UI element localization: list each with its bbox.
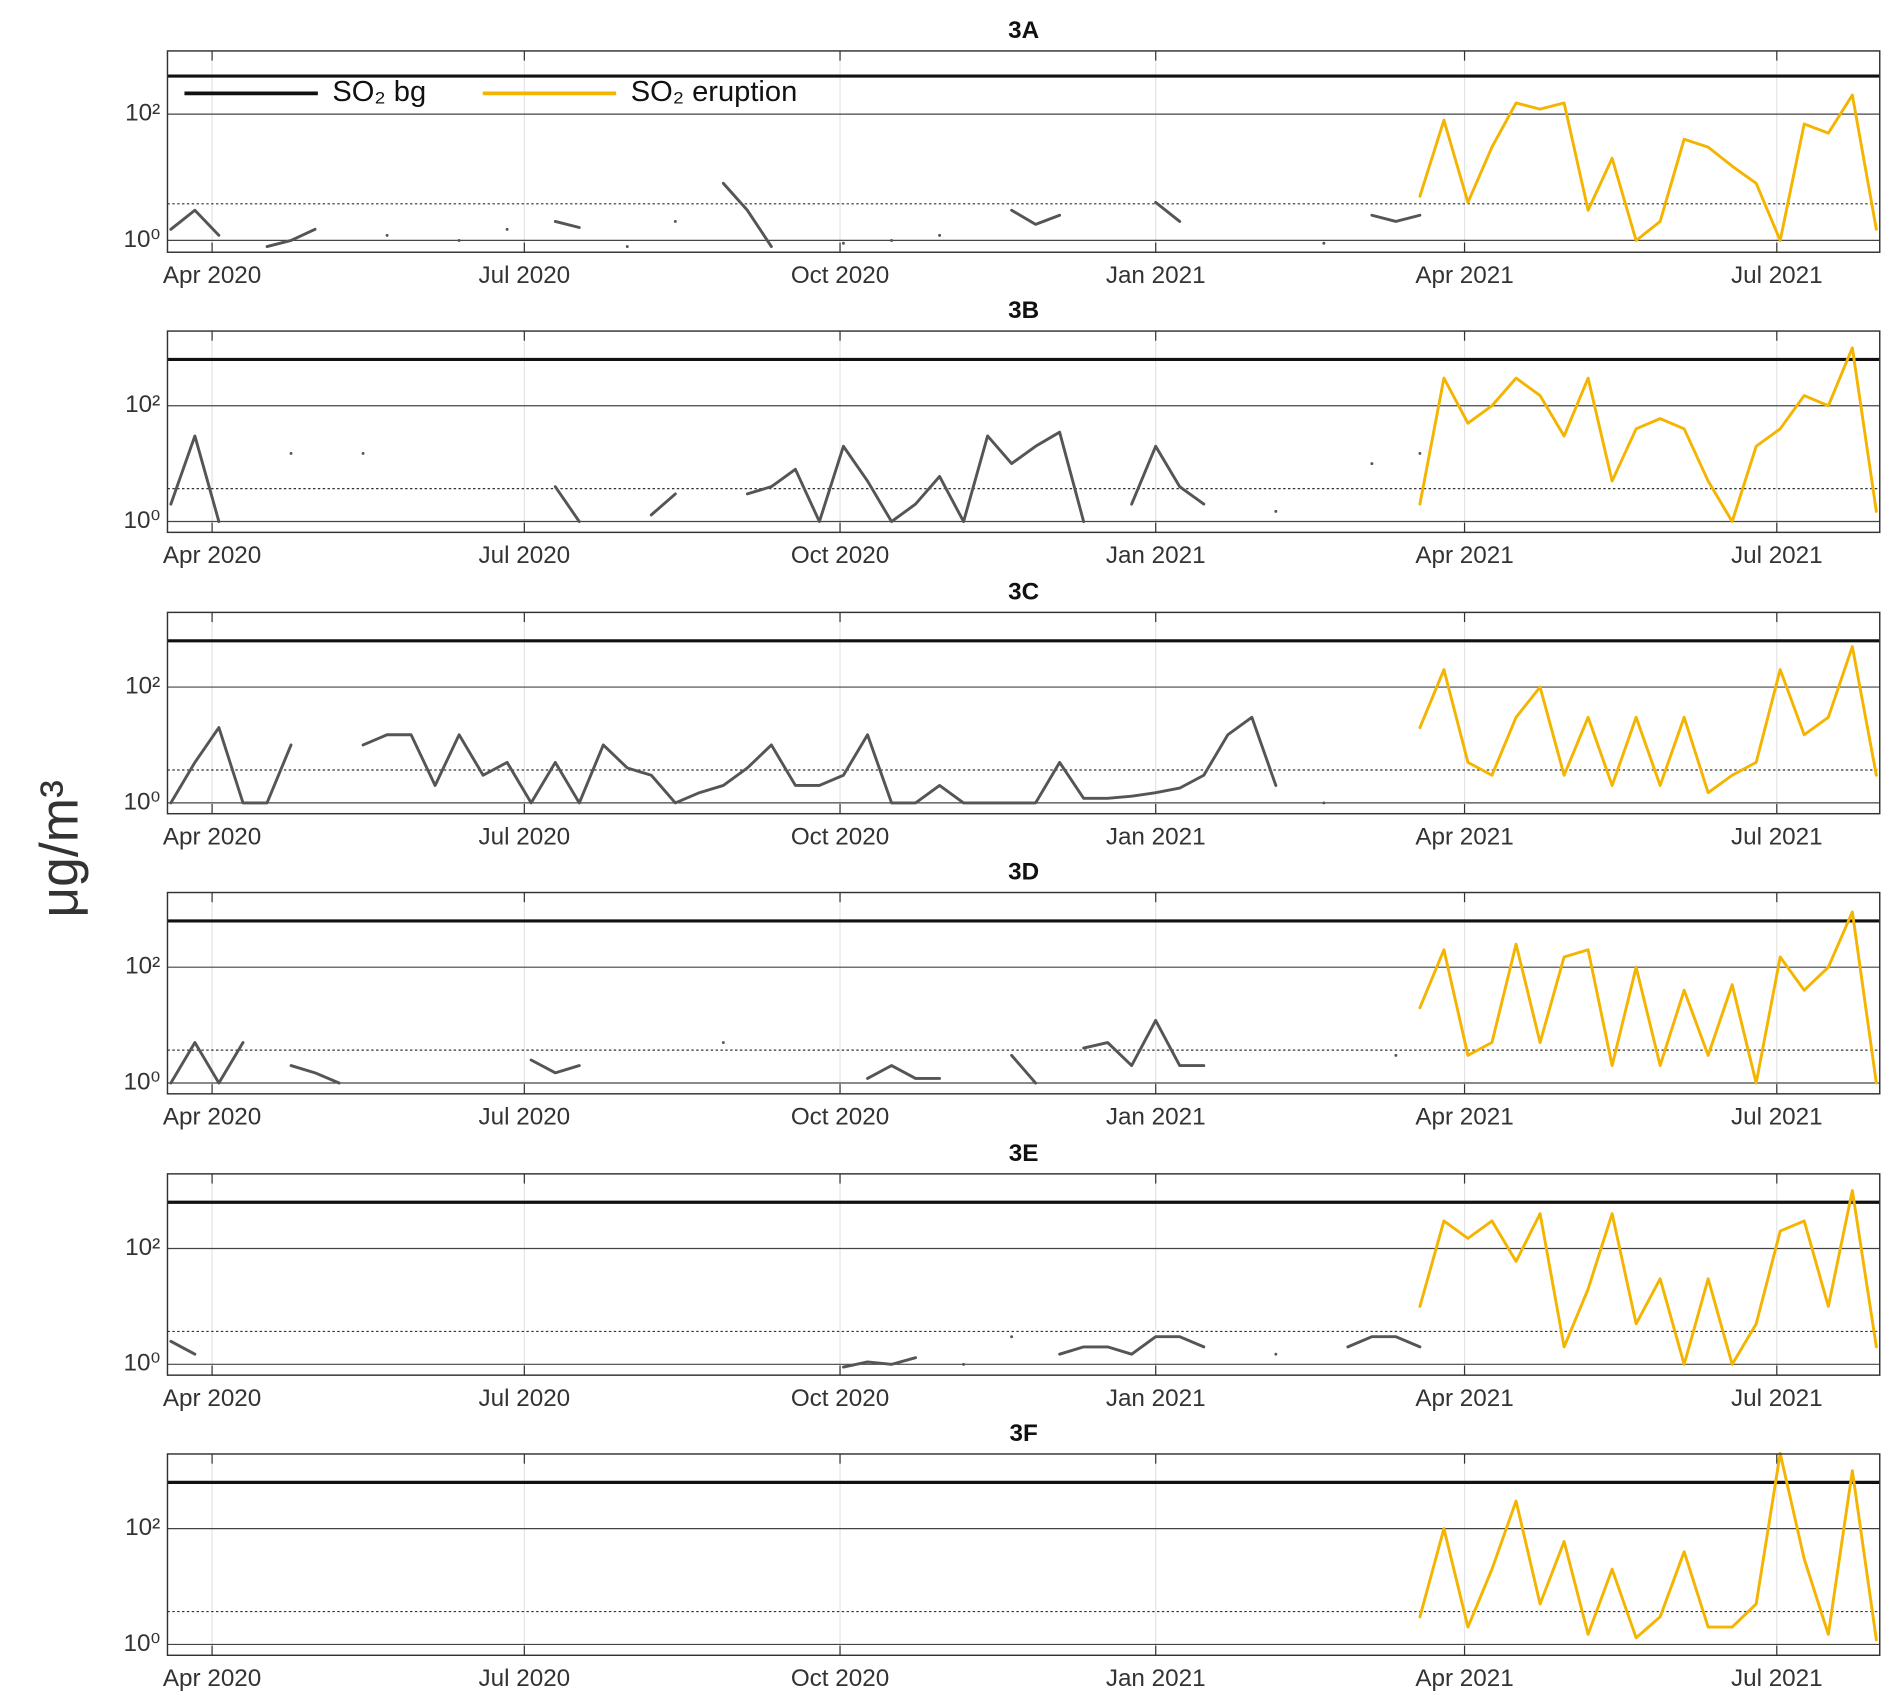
x-tick-label: Apr 2020 [163,1103,261,1130]
x-tick-label: Apr 2020 [163,1665,261,1692]
plot-frame [166,891,1881,1095]
series-line [1418,1189,1878,1366]
y-tick-label: 10⁰ [123,788,160,815]
y-tick-label: 10⁰ [123,1350,160,1377]
series-line [1418,1451,1878,1642]
series-line [1418,910,1878,1085]
series-line [169,1018,1398,1085]
y-tick-label: 10⁰ [123,507,160,534]
x-tick-label: Jul 2021 [1731,823,1823,850]
x-tick-label: Apr 2021 [1415,542,1513,569]
x-tick-label: Apr 2021 [1415,823,1513,850]
x-tick-label: Apr 2020 [163,262,261,289]
x-tick-label: Jul 2021 [1731,542,1823,569]
y-tick-label: 10⁰ [123,1630,160,1657]
plot-frame [166,1453,1881,1657]
x-tick-label: Apr 2021 [1415,1103,1513,1130]
x-tick-label: Jan 2021 [1106,1665,1206,1692]
plot-frame [166,1173,1881,1376]
panel-title: 3C [1008,578,1039,605]
y-tick-label: 10⁰ [123,226,160,253]
series-line [169,430,1422,524]
series-line [169,715,1326,805]
y-tick-label: 10² [125,953,160,980]
x-tick-label: Jul 2020 [478,1665,570,1692]
panel-title: 3B [1008,297,1039,324]
y-tick-label: 10² [125,672,160,699]
series-line [169,181,1422,248]
y-axis-label: μg/m³ [30,780,89,917]
panel-title: 3E [1009,1140,1039,1167]
series-line [1418,93,1878,242]
x-tick-label: Jul 2021 [1731,1103,1823,1130]
x-tick-label: Oct 2020 [791,542,889,569]
panel-title: 3D [1008,859,1039,886]
legend-label: SO₂ bg [332,76,426,108]
x-tick-label: Apr 2020 [163,542,261,569]
y-tick-label: 10² [125,99,160,126]
x-tick-label: Jul 2021 [1731,1385,1823,1412]
x-tick-label: Apr 2020 [163,1385,261,1412]
x-tick-label: Apr 2021 [1415,1665,1513,1692]
x-tick-label: Jan 2021 [1106,1103,1206,1130]
x-tick-label: Jul 2021 [1731,262,1823,289]
y-tick-label: 10² [125,1234,160,1261]
legend-label: SO₂ eruption [631,76,798,108]
series-line [1418,645,1878,795]
y-tick-label: 10² [125,1514,160,1541]
x-tick-label: Jan 2021 [1106,1385,1206,1412]
x-tick-label: Jul 2020 [478,1385,570,1412]
x-tick-label: Apr 2020 [163,823,261,850]
x-tick-label: Jan 2021 [1106,823,1206,850]
x-tick-label: Jul 2020 [478,542,570,569]
panel-title: 3A [1008,17,1039,44]
x-tick-label: Jan 2021 [1106,542,1206,569]
series-line [1418,346,1878,524]
plot-frame [166,611,1881,815]
x-tick-label: Oct 2020 [791,262,889,289]
x-tick-label: Oct 2020 [791,1103,889,1130]
x-tick-label: Oct 2020 [791,1385,889,1412]
x-tick-label: Oct 2020 [791,823,889,850]
x-tick-label: Jul 2021 [1731,1665,1823,1692]
panel-title: 3F [1009,1420,1037,1447]
plot-frame [166,50,1881,253]
y-tick-label: 10⁰ [123,1068,160,1095]
x-tick-label: Jan 2021 [1106,262,1206,289]
x-tick-label: Jul 2020 [478,1103,570,1130]
x-tick-label: Jul 2020 [478,262,570,289]
x-tick-label: Apr 2021 [1415,262,1513,289]
plot-frame [166,330,1881,534]
series-line [169,1335,1422,1369]
x-tick-label: Oct 2020 [791,1665,889,1692]
x-tick-label: Apr 2021 [1415,1385,1513,1412]
x-tick-label: Jul 2020 [478,823,570,850]
y-tick-label: 10² [125,391,160,418]
